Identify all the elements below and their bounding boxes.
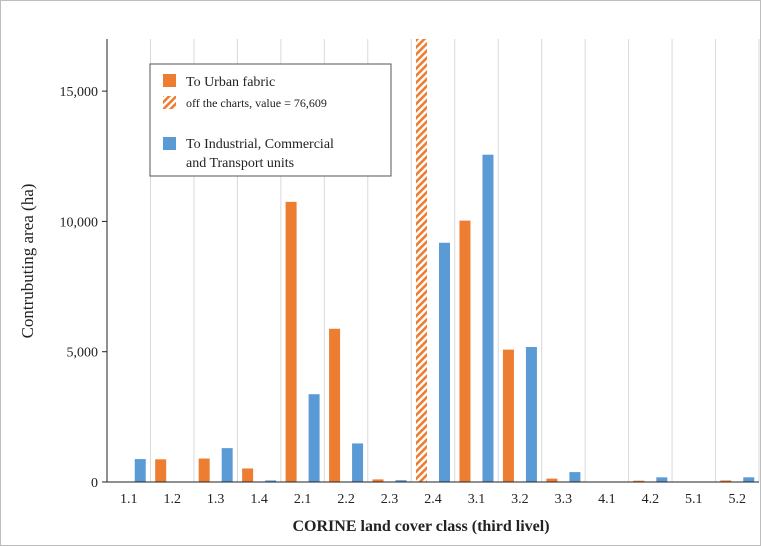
- bar-urban-2.2: [329, 328, 341, 482]
- bar-urban-2.1: [285, 201, 297, 482]
- bar-industrial-1.1: [134, 459, 146, 482]
- bar-industrial-3.2: [525, 347, 537, 482]
- bar-urban-5.2: [720, 480, 732, 482]
- y-tick-label: 0: [91, 476, 98, 491]
- legend-swatch-off-chart: [163, 96, 176, 109]
- y-axis-label: Contrubuting area (ha): [18, 184, 37, 339]
- bar-urban-3.2: [502, 349, 514, 482]
- tick-labels: 1.1 1.2 1.3 1.4 2.1 2.2 2.3 2.4 3.1 3.2 3.3 4.1 4.2 5…: [60, 85, 747, 507]
- bar-industrial-2.2: [352, 443, 364, 482]
- x-axis-label: CORINE land cover class (third livel): [292, 518, 549, 535]
- x-tick-label: 1.2: [163, 492, 181, 507]
- x-tick-label: 2.1: [294, 492, 312, 507]
- bar-urban-1.2: [155, 459, 167, 482]
- bar-industrial-3.3: [569, 472, 581, 482]
- legend-swatch-industrial: [163, 137, 176, 150]
- bar-urban-3.1: [459, 220, 471, 482]
- legend-label-off-chart: off the charts, value = 76,609: [186, 96, 327, 110]
- bars: [134, 39, 755, 482]
- x-tick-label: 3.1: [468, 492, 486, 507]
- bar-urban-1.3: [198, 458, 210, 482]
- x-tick-label: 3.3: [555, 492, 573, 507]
- x-tick-label: 5.2: [729, 492, 747, 507]
- bar-urban-2.4: [416, 39, 427, 482]
- y-tick-label: 5,000: [67, 346, 99, 361]
- bar-industrial-3.1: [482, 154, 494, 482]
- bar-urban-3.3: [546, 478, 558, 482]
- legend-label-urban: To Urban fabric: [186, 75, 275, 90]
- bar-industrial-1.3: [221, 448, 233, 482]
- x-tick-label: 5.1: [685, 492, 703, 507]
- legend: To Urban fabric off the charts, value = …: [149, 63, 392, 177]
- axes: [102, 39, 759, 483]
- bar-industrial-4.2: [656, 477, 668, 482]
- legend-box: [149, 63, 392, 177]
- x-tick-label: 1.1: [120, 492, 138, 507]
- x-tick-label: 1.4: [250, 492, 268, 507]
- legend-label-industrial-line1: To Industrial, Commercial: [186, 137, 334, 152]
- bar-industrial-2.4: [439, 242, 450, 482]
- x-tick-label: 4.2: [642, 492, 660, 507]
- bar-urban-2.3: [372, 479, 384, 482]
- bar-industrial-2.1: [308, 394, 320, 482]
- x-tick-label: 1.3: [207, 492, 225, 507]
- legend-swatch-urban: [163, 74, 176, 87]
- y-tick-label: 10,000: [60, 215, 99, 230]
- bar-industrial-1.4: [265, 480, 277, 482]
- y-tick-label: 15,000: [60, 85, 99, 100]
- bar-urban-4.2: [633, 480, 645, 482]
- bar-urban-1.4: [242, 468, 254, 482]
- legend-label-industrial: To Industrial, Commercial and Transport …: [186, 137, 337, 171]
- x-tick-label: 2.4: [424, 492, 442, 507]
- x-tick-label: 2.2: [337, 492, 355, 507]
- bar-industrial-5.2: [743, 477, 755, 482]
- bar-industrial-2.3: [395, 480, 407, 482]
- x-tick-label: 4.1: [598, 492, 616, 507]
- legend-label-industrial-line2: and Transport units: [186, 156, 294, 171]
- x-tick-label: 3.2: [511, 492, 529, 507]
- x-tick-label: 2.3: [381, 492, 399, 507]
